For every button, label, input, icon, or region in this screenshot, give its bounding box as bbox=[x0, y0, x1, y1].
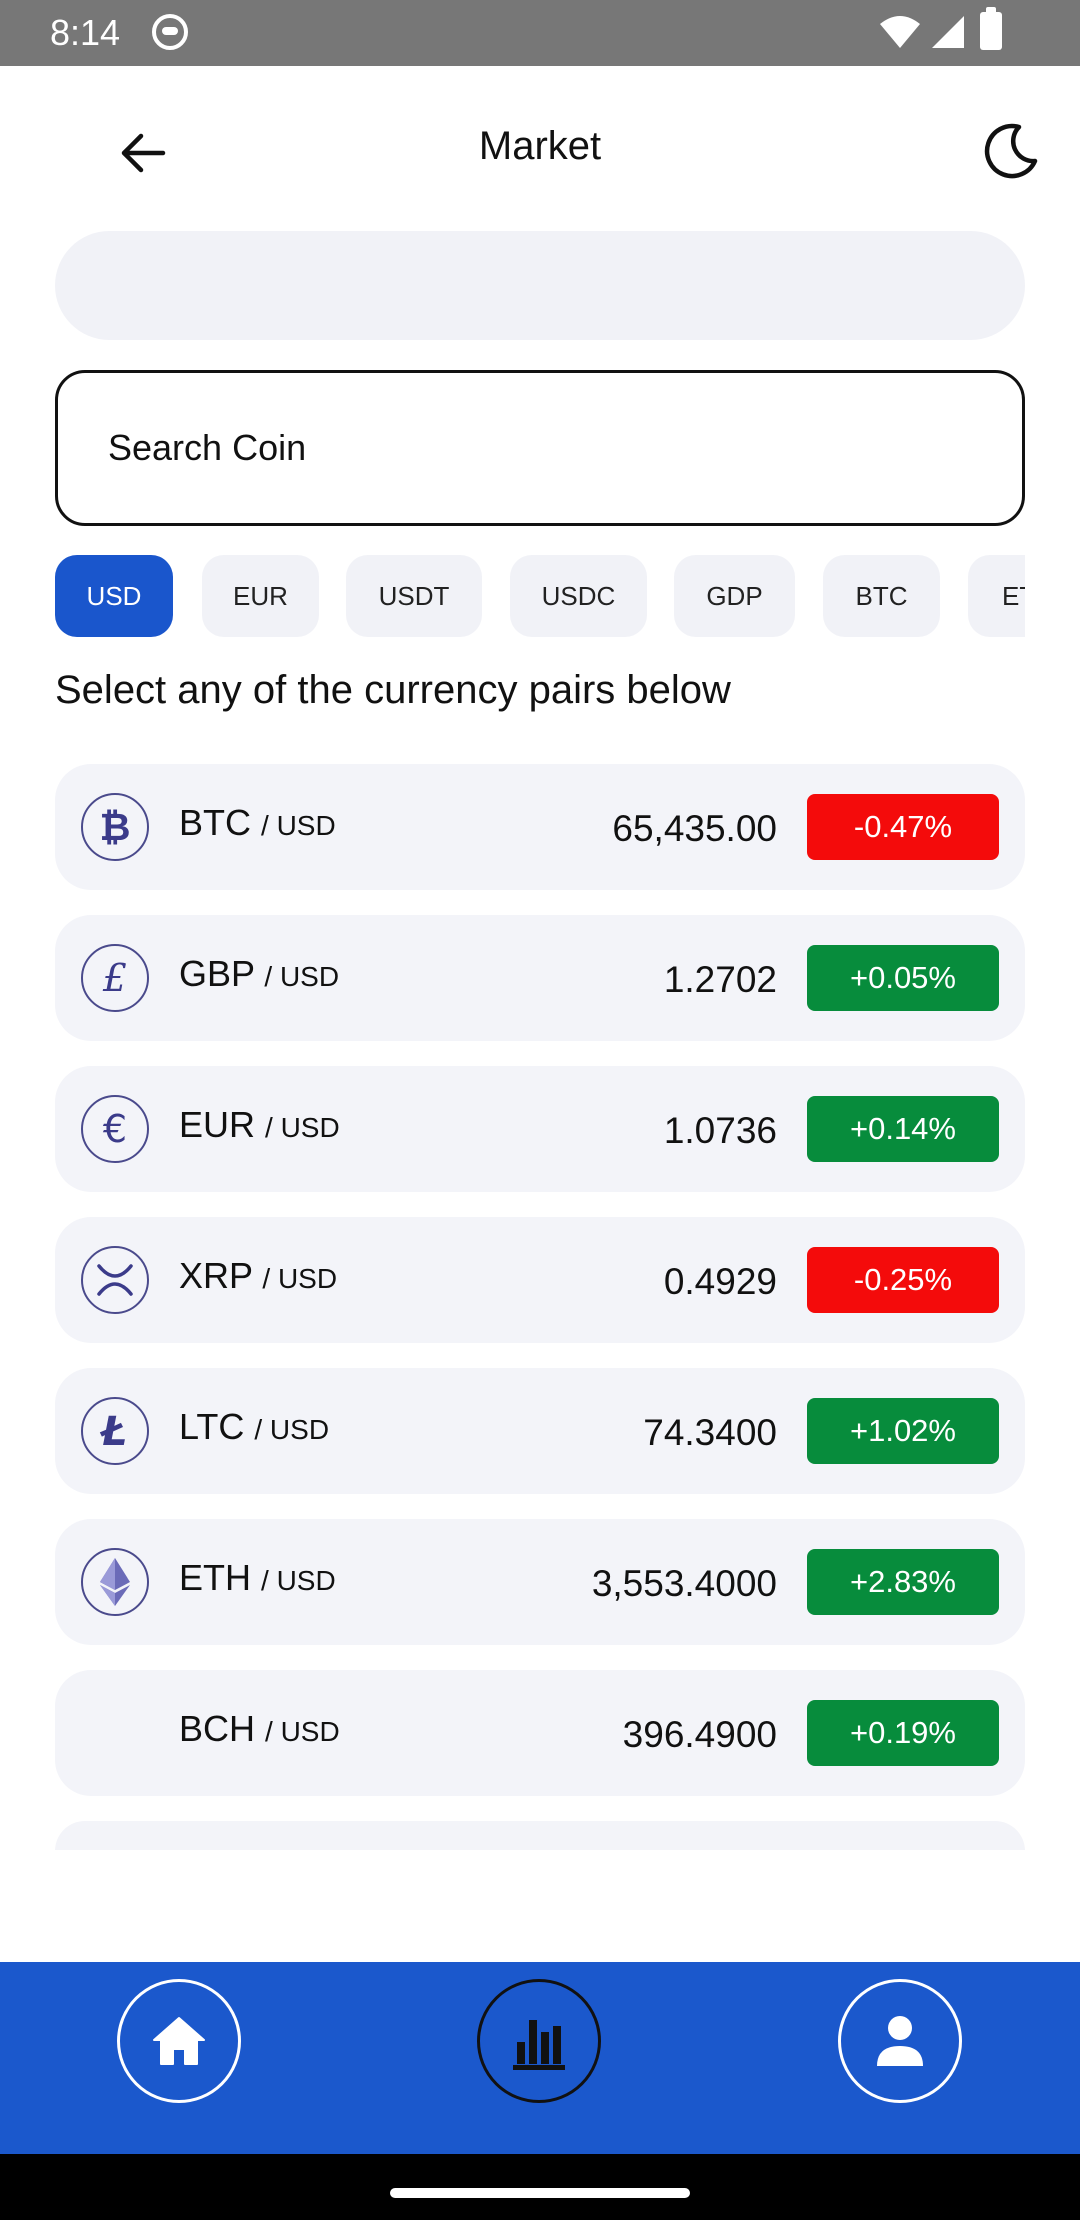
xrp-icon bbox=[81, 1246, 149, 1314]
pair-row-bch[interactable]: BCH / USD 396.4900 +0.19% bbox=[55, 1670, 1025, 1796]
pair-change-badge: +1.02% bbox=[807, 1398, 999, 1464]
banner bbox=[55, 231, 1025, 340]
signal-icon bbox=[932, 16, 964, 48]
home-icon bbox=[153, 2017, 205, 2065]
pairs-list: ₿ BTC / USD 65,435.00 -0.47% £ GBP / USD… bbox=[55, 760, 1025, 1850]
svg-text:€: € bbox=[103, 1107, 127, 1151]
bar-chart-icon bbox=[513, 2020, 565, 2070]
pair-quote: / USD bbox=[265, 1716, 340, 1747]
pair-price: 1.2702 bbox=[663, 959, 777, 1000]
back-button[interactable] bbox=[110, 120, 176, 186]
pair-quote: / USD bbox=[265, 1112, 340, 1143]
nav-profile-button[interactable] bbox=[838, 1979, 962, 2103]
ethereum-icon bbox=[81, 1548, 149, 1616]
pair-base: BCH bbox=[179, 1708, 256, 1749]
pair-base: LTC bbox=[179, 1406, 245, 1447]
notification-icon bbox=[152, 14, 188, 50]
header: Market bbox=[0, 66, 1080, 234]
pair-base: GBP bbox=[179, 953, 255, 994]
pair-price: 0.4929 bbox=[663, 1261, 777, 1302]
pair-price: 65,435.00 bbox=[612, 808, 777, 849]
dark-mode-toggle[interactable] bbox=[976, 116, 1046, 186]
wifi-icon bbox=[880, 16, 920, 48]
moon-icon bbox=[984, 123, 1038, 179]
pair-row-eur[interactable]: € EUR / USD 1.0736 +0.14% bbox=[55, 1066, 1025, 1192]
pair-base: BTC bbox=[179, 802, 251, 843]
pair-change-badge: +2.83% bbox=[807, 1549, 999, 1615]
pair-price: 3,553.4000 bbox=[591, 1563, 777, 1604]
tab-btc[interactable]: BTC bbox=[823, 555, 940, 637]
pair-change-badge: +0.05% bbox=[807, 945, 999, 1011]
status-bar: 8:14 bbox=[0, 0, 1080, 66]
pair-change-badge: +0.19% bbox=[807, 1700, 999, 1766]
pair-price: 396.4900 bbox=[622, 1714, 777, 1755]
svg-text:Ł: Ł bbox=[100, 1409, 127, 1454]
bitcoin-icon: ₿ bbox=[81, 793, 149, 861]
instruction-text: Select any of the currency pairs below bbox=[55, 668, 731, 712]
currency-tabs: USD EUR USDT USDC GDP BTC ET bbox=[55, 555, 1025, 637]
tab-eur[interactable]: EUR bbox=[202, 555, 319, 637]
tab-gdp[interactable]: GDP bbox=[674, 555, 795, 637]
status-time: 8:14 bbox=[50, 12, 121, 53]
profile-icon bbox=[877, 2016, 923, 2066]
pair-row-eth[interactable]: ETH / USD 3,553.4000 +2.83% bbox=[55, 1519, 1025, 1645]
home-gesture-handle[interactable] bbox=[390, 2188, 690, 2198]
pair-row-gbp[interactable]: £ GBP / USD 1.2702 +0.05% bbox=[55, 915, 1025, 1041]
search-box[interactable] bbox=[55, 370, 1025, 526]
svg-text:£: £ bbox=[102, 956, 127, 1000]
pound-icon: £ bbox=[81, 944, 149, 1012]
pair-price: 74.3400 bbox=[643, 1412, 777, 1453]
gesture-bar bbox=[0, 2154, 1080, 2220]
pair-base: ETH bbox=[179, 1557, 251, 1598]
pair-quote: / USD bbox=[254, 1414, 330, 1445]
litecoin-icon: Ł bbox=[81, 1397, 149, 1465]
pair-change-badge: -0.25% bbox=[807, 1247, 999, 1313]
svg-text:₿: ₿ bbox=[100, 805, 131, 849]
tab-usdc[interactable]: USDC bbox=[510, 555, 647, 637]
bottom-navigation bbox=[0, 1962, 1080, 2154]
pair-row-partial[interactable] bbox=[55, 1821, 1025, 1850]
pair-change-badge: -0.47% bbox=[807, 794, 999, 860]
euro-icon: € bbox=[81, 1095, 149, 1163]
tab-usdt[interactable]: USDT bbox=[346, 555, 482, 637]
search-input[interactable] bbox=[108, 373, 988, 523]
nav-home-button[interactable] bbox=[117, 1979, 241, 2103]
battery-icon bbox=[980, 7, 1002, 50]
nav-markets-button[interactable] bbox=[477, 1979, 601, 2103]
pair-row-ltc[interactable]: Ł LTC / USD 74.3400 +1.02% bbox=[55, 1368, 1025, 1494]
pair-base: EUR bbox=[179, 1104, 256, 1145]
pair-change-badge: +0.14% bbox=[807, 1096, 999, 1162]
tab-eth[interactable]: ET bbox=[968, 555, 1025, 637]
pair-price: 1.0736 bbox=[663, 1110, 777, 1151]
tab-usd[interactable]: USD bbox=[55, 555, 173, 637]
pair-row-btc[interactable]: ₿ BTC / USD 65,435.00 -0.47% bbox=[55, 764, 1025, 890]
pair-quote: / USD bbox=[261, 1565, 336, 1596]
pair-quote: / USD bbox=[262, 1263, 338, 1294]
arrow-left-icon bbox=[121, 133, 166, 173]
pair-row-xrp[interactable]: XRP / USD 0.4929 -0.25% bbox=[55, 1217, 1025, 1343]
pair-quote: / USD bbox=[264, 961, 340, 992]
pair-base: XRP bbox=[179, 1255, 253, 1296]
pair-quote: / USD bbox=[261, 810, 336, 841]
